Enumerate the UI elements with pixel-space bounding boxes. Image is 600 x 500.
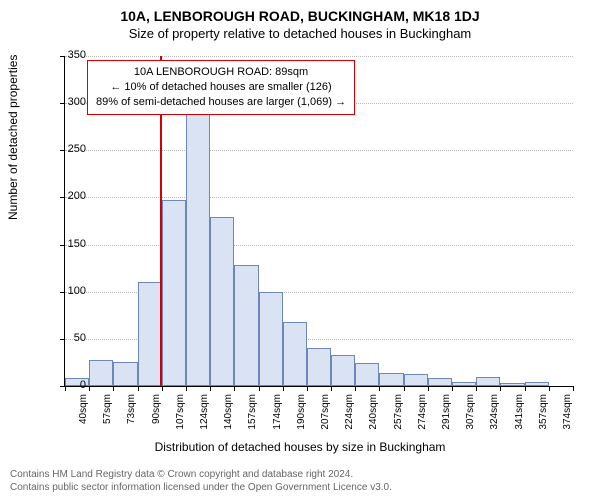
x-tick-label: 57sqm [102, 394, 113, 444]
y-tick-label: 50 [56, 332, 86, 344]
histogram-bar [500, 383, 524, 386]
histogram-bar [210, 217, 234, 386]
x-tick [162, 386, 163, 391]
x-tick-label: 40sqm [78, 394, 89, 444]
x-tick-label: 307sqm [465, 394, 476, 444]
x-tick [331, 386, 332, 391]
x-tick-label: 124sqm [199, 394, 210, 444]
x-tick [259, 386, 260, 391]
x-tick [355, 386, 356, 391]
y-tick-label: 250 [56, 143, 86, 155]
y-tick-label: 200 [56, 190, 86, 202]
histogram-bar [113, 362, 137, 387]
footer-line-1: Contains HM Land Registry data © Crown c… [10, 469, 392, 482]
x-tick [404, 386, 405, 391]
annotation-line: 10A LENBOROUGH ROAD: 89sqm [96, 65, 346, 80]
x-tick-label: 341sqm [514, 394, 525, 444]
x-tick-label: 90sqm [151, 394, 162, 444]
x-tick-label: 107sqm [175, 394, 186, 444]
x-tick [452, 386, 453, 391]
histogram-bar [525, 382, 549, 386]
histogram-bar [259, 292, 283, 386]
histogram-bar [404, 374, 428, 386]
x-tick [210, 386, 211, 391]
x-tick [428, 386, 429, 391]
histogram-bar [89, 360, 113, 386]
histogram-bar [283, 322, 307, 386]
plot-area: 10A LENBOROUGH ROAD: 89sqm← 10% of detac… [64, 56, 573, 387]
x-tick-label: 357sqm [538, 394, 549, 444]
histogram-bar [379, 373, 403, 386]
y-tick-label: 350 [56, 49, 86, 61]
x-tick-label: 190sqm [296, 394, 307, 444]
y-tick-label: 0 [56, 379, 86, 391]
x-tick [234, 386, 235, 391]
annotation-line: ← 10% of detached houses are smaller (12… [96, 80, 346, 95]
annotation-line: 89% of semi-detached houses are larger (… [96, 95, 346, 110]
histogram-bar [234, 265, 258, 386]
histogram-bar [476, 377, 500, 386]
annotation-box: 10A LENBOROUGH ROAD: 89sqm← 10% of detac… [87, 60, 355, 115]
x-tick-label: 240sqm [368, 394, 379, 444]
x-tick-label: 207sqm [320, 394, 331, 444]
y-tick-label: 150 [56, 238, 86, 250]
x-tick-label: 140sqm [223, 394, 234, 444]
x-tick [307, 386, 308, 391]
footer-attribution: Contains HM Land Registry data © Crown c… [10, 469, 392, 494]
x-tick-label: 324sqm [489, 394, 500, 444]
x-tick [186, 386, 187, 391]
x-tick [113, 386, 114, 391]
y-tick-label: 100 [56, 285, 86, 297]
x-tick [283, 386, 284, 391]
chart-container: 10A, LENBOROUGH ROAD, BUCKINGHAM, MK18 1… [0, 0, 600, 500]
x-tick [500, 386, 501, 391]
chart-title: 10A, LENBOROUGH ROAD, BUCKINGHAM, MK18 1… [0, 0, 600, 24]
x-tick [525, 386, 526, 391]
y-tick-label: 300 [56, 96, 86, 108]
x-tick [573, 386, 574, 391]
histogram-bar [355, 363, 379, 386]
x-tick-label: 274sqm [417, 394, 428, 444]
histogram-bar [138, 282, 162, 386]
y-axis-label: Number of detached properties [6, 55, 20, 220]
x-tick [379, 386, 380, 391]
histogram-bar [452, 382, 476, 386]
x-tick-label: 157sqm [247, 394, 258, 444]
histogram-bar [186, 111, 210, 386]
x-tick [476, 386, 477, 391]
x-tick-label: 73sqm [126, 394, 137, 444]
x-tick [138, 386, 139, 391]
x-tick-label: 291sqm [441, 394, 452, 444]
x-tick-label: 174sqm [272, 394, 283, 444]
x-tick-label: 257sqm [393, 394, 404, 444]
x-tick [549, 386, 550, 391]
chart-subtitle: Size of property relative to detached ho… [0, 24, 600, 45]
histogram-bar [307, 348, 331, 386]
histogram-bar [162, 200, 186, 386]
histogram-bar [428, 378, 452, 386]
gridline [65, 197, 573, 198]
histogram-bar [331, 355, 355, 386]
gridline [65, 56, 573, 57]
footer-line-2: Contains public sector information licen… [10, 482, 392, 495]
gridline [65, 150, 573, 151]
x-tick-label: 374sqm [562, 394, 573, 444]
x-tick [89, 386, 90, 391]
gridline [65, 245, 573, 246]
x-tick-label: 224sqm [344, 394, 355, 444]
